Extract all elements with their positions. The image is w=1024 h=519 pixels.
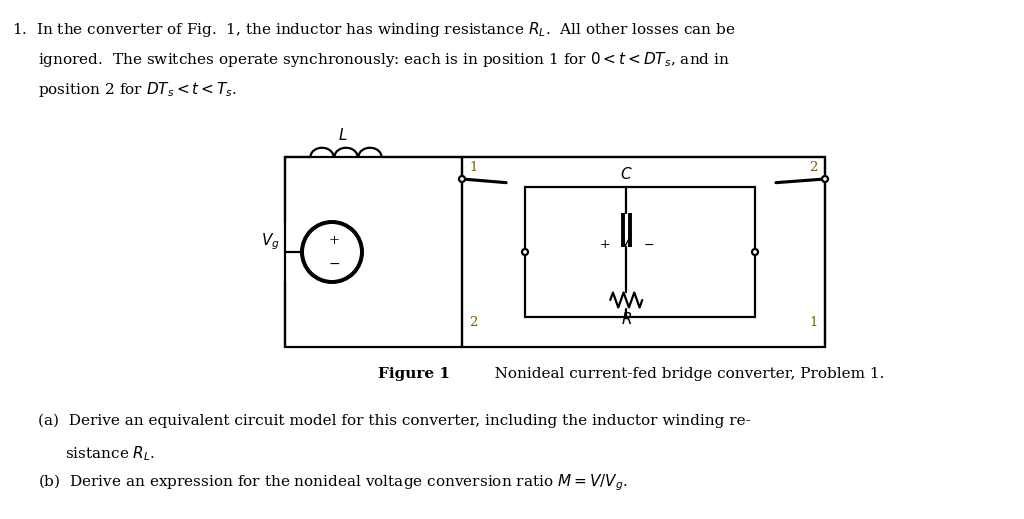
- Text: sistance $R_L$.: sistance $R_L$.: [65, 444, 156, 463]
- Text: $L$: $L$: [338, 127, 347, 143]
- Text: 1: 1: [810, 316, 818, 329]
- Text: (a)  Derive an equivalent circuit model for this converter, including the induct: (a) Derive an equivalent circuit model f…: [38, 414, 751, 428]
- Circle shape: [302, 222, 362, 282]
- Text: ignored.  The switches operate synchronously: each is in position 1 for $0 < t <: ignored. The switches operate synchronou…: [38, 50, 730, 69]
- Text: (b)  Derive an expression for the nonideal voltage conversion ratio $M = V/V_g$.: (b) Derive an expression for the nonidea…: [38, 472, 628, 493]
- Circle shape: [459, 176, 465, 182]
- Text: $C$: $C$: [620, 166, 633, 182]
- Text: $R$: $R$: [621, 311, 632, 327]
- Bar: [285, 157, 825, 347]
- Text: $+$: $+$: [599, 238, 610, 251]
- Text: +: +: [329, 234, 340, 247]
- Circle shape: [822, 176, 828, 182]
- Circle shape: [752, 249, 758, 255]
- Text: 2: 2: [810, 161, 818, 174]
- Circle shape: [522, 249, 528, 255]
- Text: Nonideal current-fed bridge converter, Problem 1.: Nonideal current-fed bridge converter, P…: [480, 367, 885, 381]
- Text: position 2 for $DT_s < t < T_s$.: position 2 for $DT_s < t < T_s$.: [38, 80, 238, 99]
- Text: 2: 2: [469, 316, 477, 329]
- Bar: [525, 187, 755, 317]
- Text: −: −: [328, 256, 340, 270]
- Text: $V_g$: $V_g$: [261, 231, 280, 252]
- Text: Figure 1: Figure 1: [378, 367, 450, 381]
- Text: 1: 1: [469, 161, 477, 174]
- Text: $V$: $V$: [620, 233, 633, 249]
- Text: 1.  In the converter of Fig.  1, the inductor has winding resistance $R_L$.  All: 1. In the converter of Fig. 1, the induc…: [12, 20, 735, 39]
- Text: $-$: $-$: [643, 238, 653, 251]
